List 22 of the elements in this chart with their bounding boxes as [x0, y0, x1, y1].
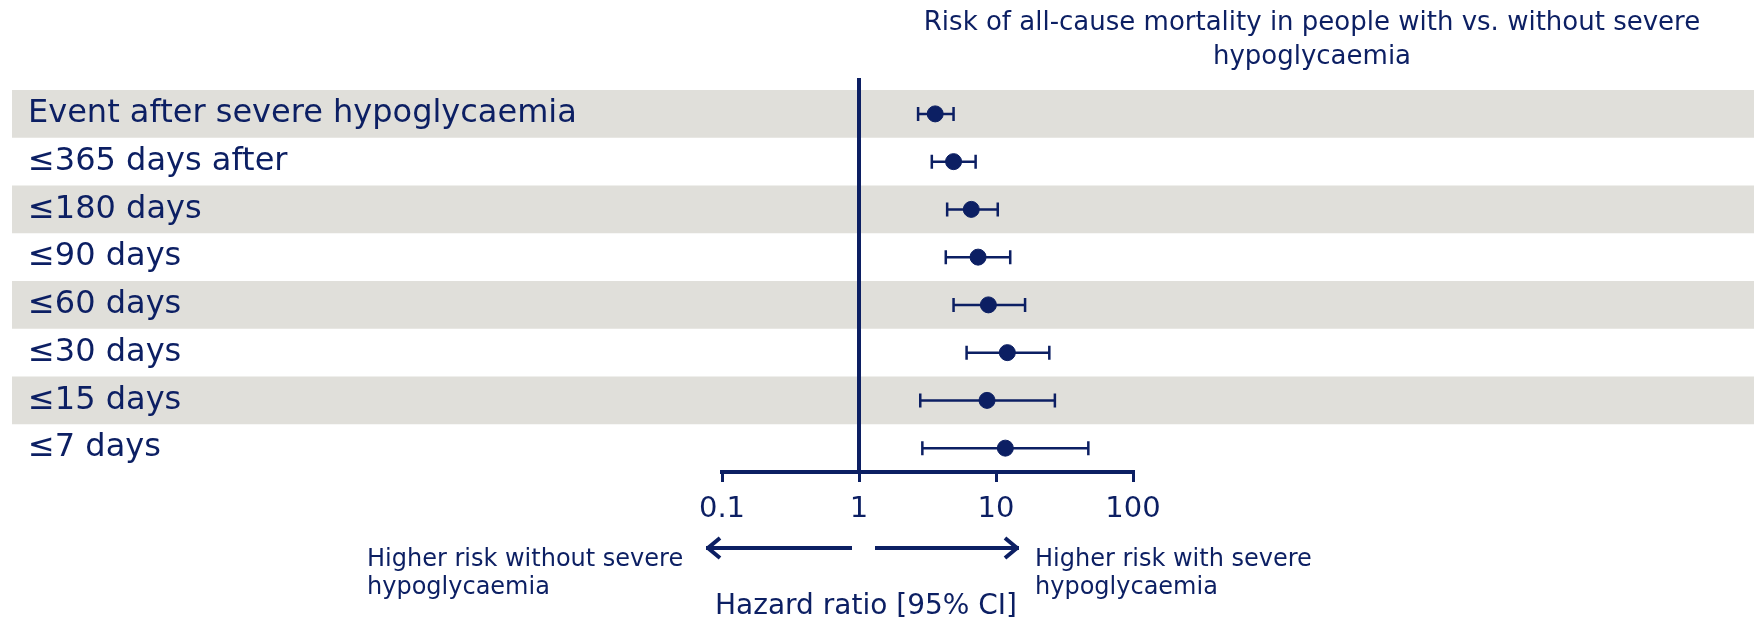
y-tick-label: ≤15 days — [28, 378, 182, 417]
text: Higher risk without severe hypoglycaemia — [367, 544, 685, 600]
x-tick-label: 1 — [849, 489, 869, 524]
x-tick-label: 10 — [977, 489, 1015, 524]
y-tick-label: ≤60 days — [28, 283, 182, 322]
point — [998, 344, 1016, 362]
x-axis-title: Hazard ratio [95% CI] — [714, 588, 1017, 618]
point — [969, 248, 987, 266]
y-tick-label: ≤90 days — [28, 235, 182, 274]
text: Risk of all-cause mortality in people with vs. without severe hypoglycaemia — [922, 5, 1702, 72]
point — [979, 296, 997, 314]
y-tick-label: ≤180 days — [28, 187, 202, 226]
point — [996, 439, 1014, 457]
y-tick-label: ≤365 days after — [28, 139, 289, 178]
text: Higher risk with severe hypoglycaemia — [1035, 544, 1313, 600]
point — [962, 200, 980, 218]
point — [978, 391, 996, 409]
y-tick-label: Event after severe hypoglycaemia — [28, 92, 577, 131]
x-tick-label: 100 — [1105, 489, 1161, 524]
y-tick-label: ≤7 days — [28, 426, 161, 465]
x-tick-label: 0.1 — [698, 489, 746, 524]
y-tick-label: ≤30 days — [28, 330, 182, 369]
